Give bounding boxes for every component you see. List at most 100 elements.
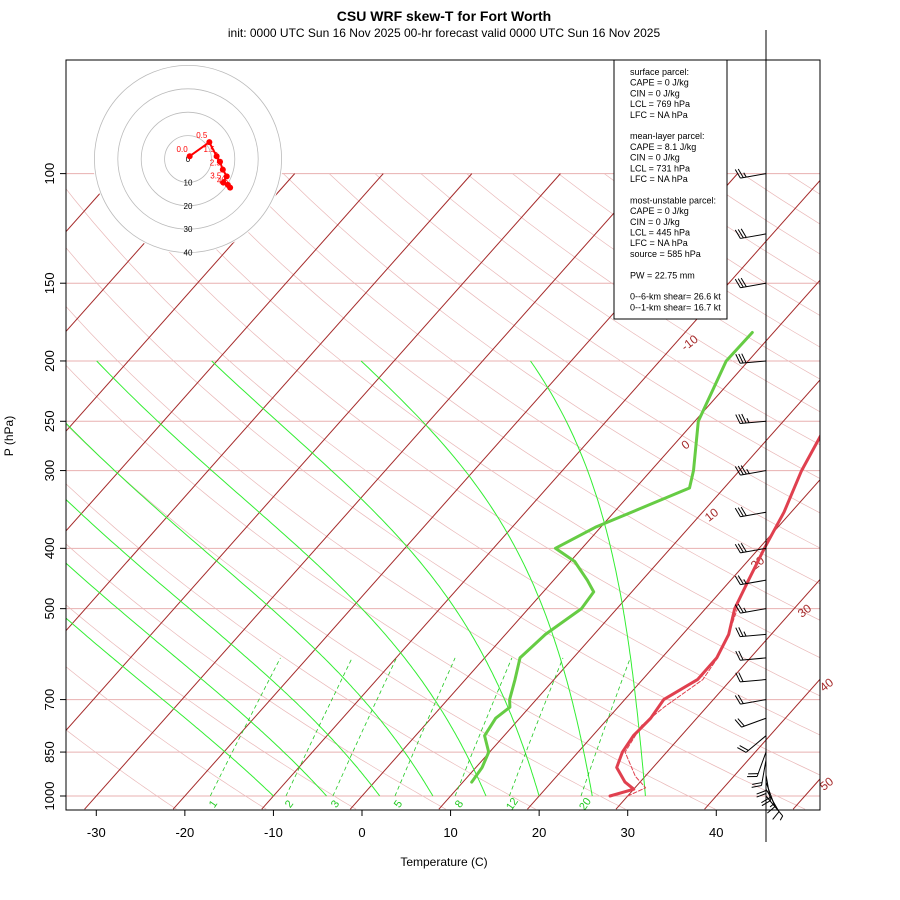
barb-shaft	[745, 735, 767, 753]
legend-line: LFC = NA hPa	[630, 174, 688, 184]
legend-line: mean-layer parcel:	[630, 131, 705, 141]
isotherm-line	[704, 678, 820, 810]
legend-line: CIN = 0 J/kg	[630, 88, 680, 98]
temperature-tick-label: 10	[443, 825, 457, 840]
dry-adiabat-line	[191, 173, 820, 621]
barb-shaft	[740, 470, 767, 476]
profile-area	[470, 331, 820, 798]
barb-flag	[740, 228, 747, 238]
temperature-tick-label: 20	[532, 825, 546, 840]
dry-adiabat-line	[66, 364, 716, 810]
hodograph-point	[217, 158, 224, 165]
barb-flag	[740, 465, 747, 475]
wind-barb	[734, 717, 767, 728]
barb-flag	[739, 745, 749, 751]
legend-line: CAPE = 0 J/kg	[630, 206, 689, 216]
barb-flag	[734, 543, 741, 554]
mixing-ratio-line	[394, 657, 456, 797]
hodograph-ring	[117, 88, 259, 230]
wind-barb	[734, 228, 767, 239]
barb-flag	[737, 229, 744, 239]
pressure-tick-label: 300	[42, 460, 57, 482]
barb-flag	[737, 575, 744, 585]
wind-barb	[734, 277, 767, 289]
barb-flag	[734, 719, 742, 728]
hodograph-ring-label: 30	[184, 225, 193, 234]
dry-adiabat-line	[283, 173, 820, 549]
dry-adiabat-line	[420, 173, 820, 446]
legend-line: CIN = 0 J/kg	[630, 217, 680, 227]
wind-barb	[734, 465, 767, 476]
barb-half-flag	[743, 607, 747, 613]
barb-flag	[737, 507, 744, 517]
hodograph-ring-label: 0	[186, 155, 191, 164]
barb-flag	[738, 672, 744, 682]
barb-shaft	[740, 679, 767, 683]
barb-flag	[737, 465, 744, 475]
pressure-tick-label: 1000	[42, 782, 57, 811]
dry-adiabat-line	[328, 173, 820, 514]
chart-subtitle: init: 0000 UTC Sun 16 Nov 2025 00-hr for…	[228, 26, 661, 40]
barb-flag	[734, 604, 741, 614]
barb-flag	[734, 575, 741, 585]
mixing-ratio-line	[580, 657, 631, 797]
barb-flag	[734, 169, 741, 179]
isotherm-line	[349, 279, 820, 810]
wind-barb	[734, 168, 767, 179]
barb-flag	[737, 694, 744, 704]
barb-shaft	[741, 717, 767, 728]
dry-adiabat-line	[66, 729, 177, 810]
barb-flag	[738, 627, 744, 637]
hodograph-point-label: 2.5	[210, 159, 222, 168]
mixing-ratio-line	[509, 657, 564, 797]
temperature-tick-label: 30	[620, 825, 634, 840]
mixing-ratio-line	[332, 657, 397, 797]
barb-shaft	[756, 751, 767, 777]
barb-shaft	[740, 657, 767, 661]
mixing-ratio-label: 12	[504, 796, 521, 813]
isotherm-line	[66, 173, 561, 732]
dry-adiabat-line	[374, 173, 820, 479]
barb-flag	[735, 414, 741, 424]
barb-half-flag	[743, 631, 747, 637]
barb-flag	[738, 353, 744, 364]
plot-frame	[65, 59, 821, 811]
barb-shaft	[740, 579, 767, 586]
wind-barb	[737, 735, 767, 753]
barb-shaft	[760, 759, 767, 786]
legend-line: 0--1-km shear= 16.7 kt	[630, 302, 721, 312]
isotherm-line	[261, 179, 820, 810]
barb-flag	[756, 793, 767, 798]
isotherm-label: 0	[679, 437, 693, 452]
barb-flag	[737, 603, 744, 613]
wind-barb	[761, 774, 772, 807]
barb-flag	[761, 800, 771, 807]
pressure-tick-label: 150	[42, 272, 57, 294]
dry-adiabat-line	[787, 173, 820, 195]
barb-half-flag	[769, 803, 775, 808]
barb-flag	[740, 542, 747, 553]
moist-adiabat-line	[96, 360, 487, 797]
moist-adiabat-line	[66, 562, 327, 797]
barb-flag	[735, 354, 741, 364]
barb-shaft	[740, 360, 767, 364]
barb-half-flag	[779, 815, 784, 821]
legend-line: LCL = 769 hPa	[630, 99, 690, 109]
hodograph-point-label: 1.5	[204, 145, 216, 154]
moist-adiabat-line	[211, 360, 540, 797]
wind-barb	[751, 759, 767, 788]
barb-half-flag	[746, 418, 750, 423]
pressure-tick-label: 850	[42, 741, 57, 763]
temperature-tick-label: -30	[87, 825, 106, 840]
hodograph-point	[223, 173, 230, 180]
legend-line: surface parcel:	[630, 67, 689, 77]
wind-barb	[734, 506, 767, 518]
wind-barbs	[734, 30, 784, 842]
isotherm-label: -10	[678, 332, 701, 354]
barb-flag	[734, 507, 741, 518]
legend-line: LFC = NA hPa	[630, 238, 688, 248]
legend-line: LFC = NA hPa	[630, 110, 688, 120]
barb-flag	[737, 543, 744, 553]
mixing-ratio-label: 5	[392, 798, 405, 810]
